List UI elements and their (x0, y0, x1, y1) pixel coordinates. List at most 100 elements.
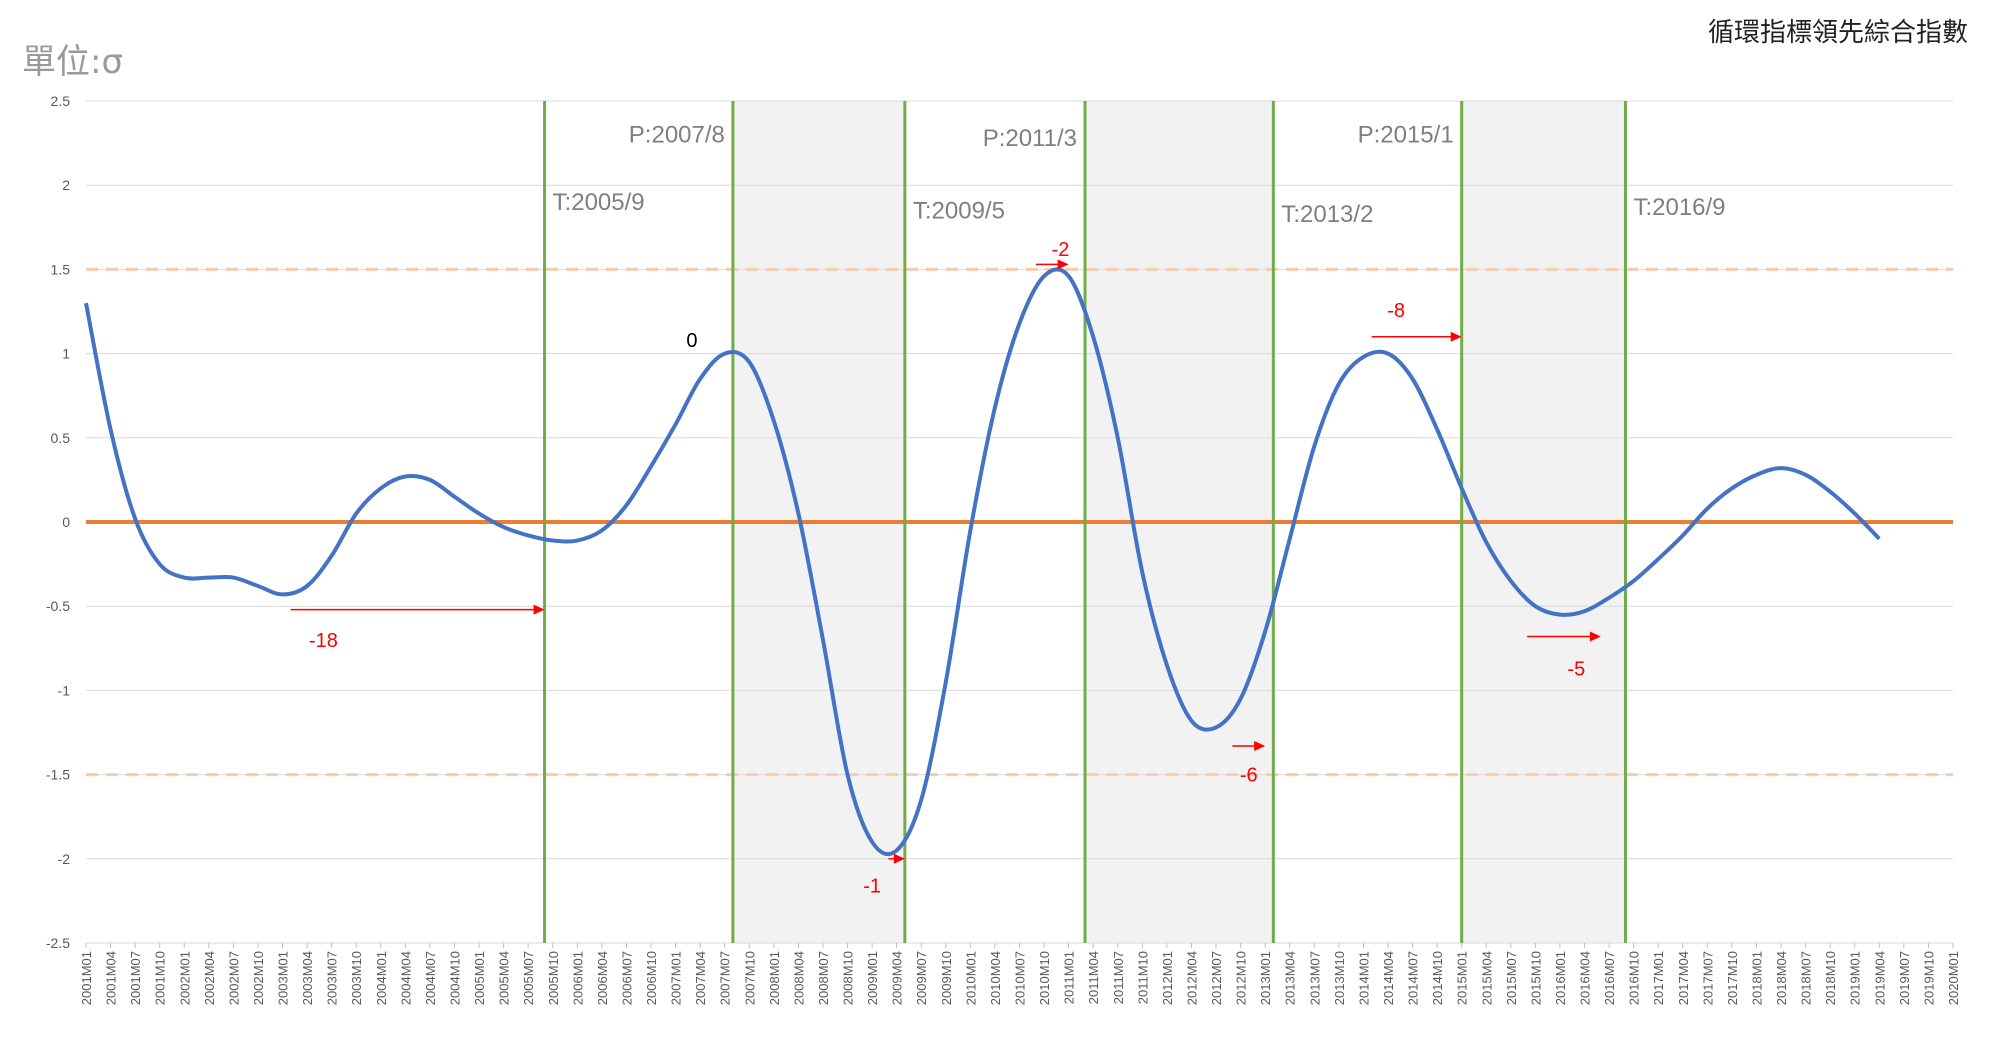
x-tick-label: 2011M01 (1062, 951, 1077, 1004)
x-tick-label: 2018M01 (1749, 951, 1764, 1005)
x-tick-label: 2008M04 (791, 951, 806, 1005)
lead-annotation: -18 (309, 630, 338, 652)
x-tick-label: 2011M10 (1135, 951, 1150, 1004)
lead-annotation: -1 (863, 876, 881, 898)
x-tick-label: 2004M10 (447, 951, 462, 1005)
x-tick-label: 2019M07 (1897, 951, 1912, 1005)
x-tick-label: 2013M04 (1283, 951, 1298, 1005)
x-tick-label: 2014M07 (1406, 951, 1421, 1005)
x-tick-label: 2016M10 (1627, 951, 1642, 1005)
x-tick-label: 2018M04 (1774, 951, 1789, 1005)
x-tick-label: 2001M07 (128, 951, 143, 1005)
lead-arrow (1527, 631, 1601, 642)
gridlines (85, 100, 1954, 948)
y-tick-label: 2.5 (51, 93, 71, 109)
x-tick-label: 2008M07 (816, 951, 831, 1005)
y-tick-label: -1.5 (46, 767, 70, 783)
lead-arrow (888, 853, 905, 864)
arrow-head (1254, 740, 1266, 751)
y-tick-label: 1 (62, 346, 70, 362)
x-tick-label: 2002M04 (202, 951, 217, 1005)
x-tick-label: 2002M07 (226, 951, 241, 1005)
x-tick-label: 2013M10 (1332, 951, 1347, 1005)
x-tick-label: 2014M10 (1430, 951, 1445, 1005)
x-tick-label: 2016M04 (1578, 951, 1593, 1005)
x-tick-label: 2006M10 (644, 951, 659, 1005)
x-tick-label: 2012M01 (1160, 951, 1175, 1005)
x-tick-label: 2011M07 (1111, 951, 1126, 1004)
x-tick-label: 2019M01 (1848, 951, 1863, 1005)
turning-point-label: P:2007/8 (629, 122, 725, 149)
turning-point-label: T:2009/5 (913, 197, 1005, 224)
lead-arrow (1232, 740, 1266, 751)
x-tick-label: 2010M10 (1037, 951, 1052, 1005)
x-tick-label: 2009M10 (939, 951, 954, 1005)
x-tick-label: 2015M04 (1479, 951, 1494, 1005)
lead-arrow (1035, 259, 1069, 270)
x-tick-label: 2003M01 (276, 951, 291, 1005)
x-tick-label: 2004M07 (423, 951, 438, 1005)
x-tick-label: 2011M04 (1086, 951, 1101, 1004)
lead-arrow (1371, 331, 1462, 342)
x-tick-label: 2010M04 (988, 951, 1003, 1005)
y-tick-label: 1.5 (51, 261, 71, 277)
x-tick-label: 2008M01 (767, 951, 782, 1005)
x-tick-label: 2004M01 (374, 951, 389, 1005)
unit-label: 單位:σ (22, 42, 124, 82)
series-lines (84, 267, 1881, 857)
turning-point-label: P:2011/3 (983, 125, 1077, 152)
lead-annotation: -6 (1240, 765, 1258, 787)
x-tick-label: 2007M07 (718, 951, 733, 1005)
x-tick-label: 2003M10 (349, 951, 364, 1005)
x-tick-label: 2003M04 (300, 951, 315, 1005)
x-tick-label: 2004M04 (398, 951, 413, 1005)
turning-point-lines (543, 101, 1627, 943)
x-tick-label: 2005M10 (546, 951, 561, 1005)
turning-point-label: T:2005/9 (553, 189, 645, 216)
reference-lines (86, 267, 1953, 777)
x-tick-label: 2003M07 (325, 951, 340, 1005)
x-tick-label: 2014M01 (1356, 951, 1371, 1005)
x-tick-label: 2018M07 (1799, 951, 1814, 1005)
x-tick-label: 2009M01 (865, 951, 880, 1005)
x-tick-label: 2015M07 (1504, 951, 1519, 1005)
x-tick-label: 2017M01 (1651, 951, 1666, 1005)
x-tick-label: 2006M01 (570, 951, 585, 1005)
x-tick-label: 2012M04 (1184, 951, 1199, 1005)
x-tick-label: 2001M10 (153, 951, 168, 1005)
lead-arrow (290, 604, 545, 615)
arrow-head (1057, 259, 1069, 270)
lead-annotation: -5 (1567, 659, 1585, 681)
x-tick-label: 2006M07 (619, 951, 634, 1005)
x-tick-label: 2001M04 (104, 951, 119, 1005)
x-tick-label: 2007M01 (669, 951, 684, 1005)
series-line (84, 267, 1881, 857)
x-tick-label: 2010M07 (1013, 951, 1028, 1005)
arrow-head (893, 853, 905, 864)
turning-point-label: T:2016/9 (1633, 194, 1725, 221)
x-tick-label: 2020M01 (1946, 951, 1961, 1005)
y-tick-label: 0 (62, 514, 70, 530)
x-tick-label: 2007M10 (742, 951, 757, 1005)
chart-title: 循環指標領先綜合指數 (1707, 18, 1968, 48)
x-tick-label: 2005M07 (521, 951, 536, 1005)
lead-annotation: -8 (1387, 300, 1405, 322)
x-tick-label: 2016M07 (1602, 951, 1617, 1005)
x-tick-label: 2017M07 (1700, 951, 1715, 1005)
y-tick-label: -0.5 (46, 598, 70, 614)
x-tick-label: 2007M04 (693, 951, 708, 1005)
y-tick-label: -2 (58, 851, 71, 867)
x-tick-label: 2017M10 (1725, 951, 1740, 1005)
chart-text: 2.5 2 1.5 1 0.5 0 -0.5 -1 -1.5 -2 -2.5 2001M01 2001M… (46, 93, 1961, 1005)
turning-point-label: T:2013/2 (1281, 201, 1373, 228)
x-tick-label: 2017M04 (1676, 951, 1691, 1005)
x-tick-label: 2012M10 (1234, 951, 1249, 1005)
lead-annotation: -2 (1052, 239, 1070, 261)
x-tick-label: 2009M07 (914, 951, 929, 1005)
y-tick-label: -2.5 (46, 935, 70, 951)
arrow-head (533, 604, 545, 615)
x-tick-label: 2010M01 (963, 951, 978, 1005)
turning-point-label: P:2015/1 (1358, 122, 1454, 149)
x-tick-label: 2005M01 (472, 951, 487, 1005)
